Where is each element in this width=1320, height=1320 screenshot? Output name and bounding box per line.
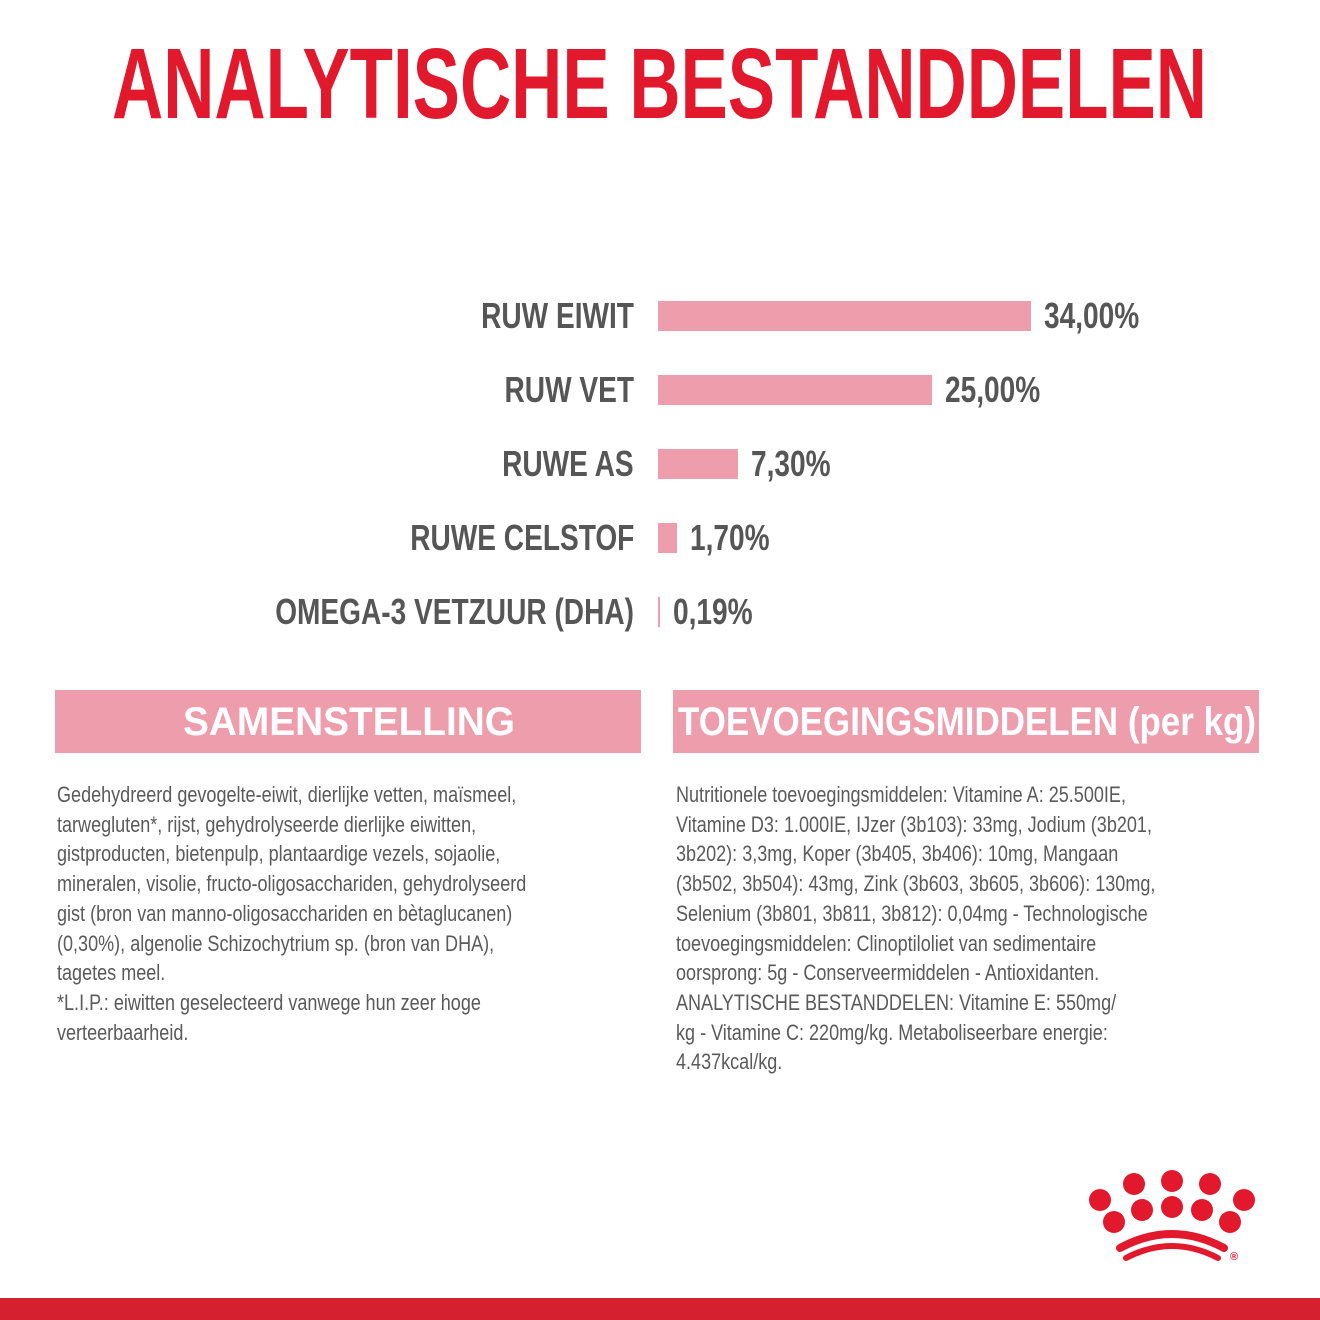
text-line: Vitamine D3: 1.000IE, IJzer (3b103): 33m… <box>676 811 1152 837</box>
text-line: Selenium (3b801, 3b811, 3b812): 0,04mg -… <box>676 900 1148 926</box>
bar-value-label: 34,00% <box>1044 295 1140 336</box>
bar <box>658 301 1031 331</box>
text-line: 3b202): 3,3mg, Koper (3b405, 3b406): 10m… <box>676 841 1119 867</box>
additives-heading: TOEVOEGINGSMIDDELEN (per kg) <box>678 700 1256 744</box>
text-line: Gedehydreerd gevogelte-eiwit, dierlijke … <box>57 782 517 807</box>
bar-value-label: 7,30% <box>751 443 831 484</box>
registered-mark: ® <box>1230 1251 1238 1263</box>
bar-value-label: 0,19% <box>673 591 753 632</box>
page-title: ANALYTISCHE BESTANDDELEN <box>112 28 1207 140</box>
additives-header: TOEVOEGINGSMIDDELEN (per kg) <box>673 690 1259 753</box>
bar-value-label: 25,00% <box>945 369 1041 410</box>
text-line: mineralen, visolie, fructo-oligosacchari… <box>57 871 527 897</box>
bar-label: RUWE CELSTOF <box>409 517 634 558</box>
text-line: gistproducten, bietenpulp, plantaardige … <box>57 841 501 867</box>
text-line: oorsprong: 5g - Conserveermiddelen - Ant… <box>676 960 1100 986</box>
text-line: *L.I.P.: eiwitten geselecteerd vanwege h… <box>57 989 481 1015</box>
bar-label: RUW VET <box>504 369 634 410</box>
bottom-brand-bar <box>0 1298 1320 1320</box>
bar-label: RUWE AS <box>502 443 634 484</box>
text-line: verteerbaarheid. <box>57 1019 189 1045</box>
bar <box>658 523 677 553</box>
text-line: ANALYTISCHE BESTANDDELEN: Vitamine E: 55… <box>676 989 1117 1015</box>
text-line: (3b502, 3b504): 43mg, Zink (3b603, 3b605… <box>676 871 1156 897</box>
text-line: tarwegluten*, rijst, gehydrolyseerde die… <box>57 811 477 837</box>
bar-value-label: 1,70% <box>689 517 770 558</box>
additives-text: Nutritionele toevoegingsmiddelen: Vitami… <box>676 780 1261 1077</box>
bar <box>658 597 661 627</box>
royal-canin-crown-logo: ® <box>1089 1170 1255 1263</box>
bar-label: OMEGA-3 VETZUUR (DHA) <box>275 591 634 632</box>
bar <box>658 375 933 405</box>
text-line: gist (bron van manno-oligosacchariden en… <box>57 900 513 926</box>
text-line: toevoegingsmiddelen: Clinoptiloliet van … <box>676 930 1097 956</box>
text-line: (0,30%), algenolie Schizochytrium sp. (b… <box>57 930 495 956</box>
text-line: Nutritionele toevoegingsmiddelen: Vitami… <box>676 782 1126 807</box>
bar <box>658 449 739 479</box>
text-line: 4.437kcal/kg. <box>676 1049 783 1075</box>
bar-label: RUW EIWIT <box>481 295 634 336</box>
composition-header: SAMENSTELLING <box>55 690 641 753</box>
text-line: tagetes meel. <box>57 960 166 986</box>
text-line: kg - Vitamine C: 220mg/kg. Metaboliseerb… <box>676 1019 1108 1045</box>
composition-heading: SAMENSTELLING <box>183 700 515 744</box>
composition-text: Gedehydreerd gevogelte-eiwit, dierlijke … <box>57 780 629 1047</box>
